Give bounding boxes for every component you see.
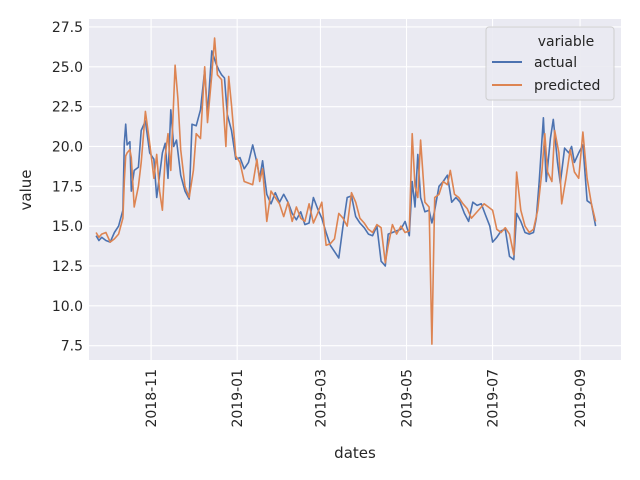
y-tick-label: 25.0 [52, 60, 83, 76]
legend-title: variable [538, 34, 594, 50]
x-tick-label: 2019-09 [573, 369, 589, 428]
y-axis-label: value [17, 170, 35, 211]
series-lines [95, 37, 597, 345]
y-tick-label: 12.5 [52, 259, 83, 275]
x-tick-label: 2019-05 [400, 369, 416, 428]
legend-label-predicted: predicted [534, 78, 600, 94]
y-tick-label: 15.0 [52, 219, 83, 235]
x-tick-label: 2018-11 [144, 369, 160, 428]
legend: variable actual predicted [485, 26, 615, 101]
legend-label-actual: actual [534, 55, 577, 71]
y-tick-labels: 7.5 10.0 12.5 15.0 17.5 20.0 22.5 25.0 27.5 [52, 20, 83, 355]
y-tick-label: 17.5 [52, 179, 83, 195]
x-tick-label: 2019-03 [313, 369, 329, 428]
grid-lines [89, 19, 621, 360]
y-tick-label: 20.0 [52, 139, 83, 155]
legend-box [485, 26, 615, 101]
y-tick-label: 27.5 [52, 20, 83, 36]
y-tick-label: 22.5 [52, 100, 83, 116]
y-tick-label: 10.0 [52, 299, 83, 315]
x-tick-labels: 2018-11 2019-01 2019-03 2019-05 2019-07 2019-… [144, 369, 589, 428]
x-tick-label: 2019-01 [230, 369, 246, 428]
x-axis-label: dates [334, 444, 376, 462]
x-tick-label: 2019-07 [486, 369, 502, 428]
y-tick-label: 7.5 [61, 339, 83, 355]
series-line-predicted [95, 37, 597, 345]
